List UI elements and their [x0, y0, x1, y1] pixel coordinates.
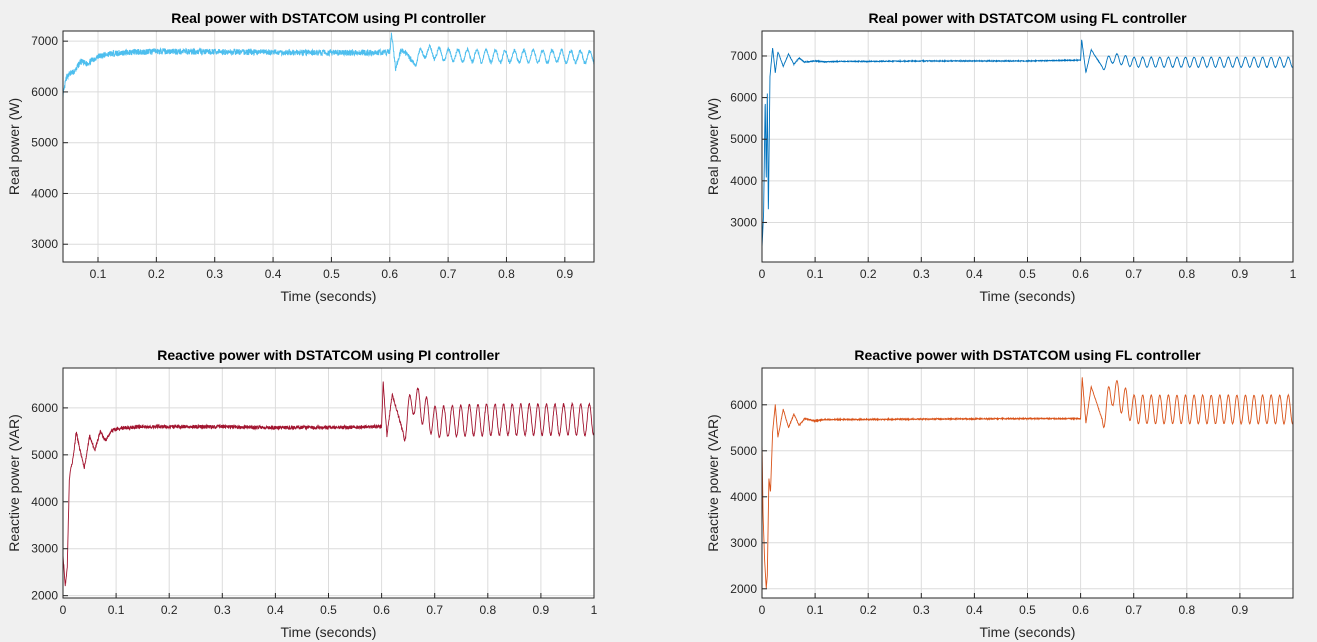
real-power-fl-ylabel: Real power (W) [705, 98, 721, 195]
reactive-power-pi-ytick-label-3: 5000 [31, 448, 58, 462]
real-power-fl-ytick-label-4: 7000 [730, 49, 757, 63]
reactive-power-pi-xtick-label-2: 0.2 [161, 603, 178, 617]
reactive-power-pi-series-line [62, 381, 595, 587]
real-power-fl-xtick-label-2: 0.2 [860, 267, 877, 281]
real-power-fl-xtick-label-7: 0.7 [1125, 267, 1142, 281]
reactive-power-pi-ytick-label-1: 3000 [31, 542, 58, 556]
reactive-power-fl-ytick-label-1: 3000 [730, 536, 757, 550]
real-power-fl-ytick-label-3: 6000 [730, 91, 757, 105]
real-power-fl-xtick-label-5: 0.5 [1019, 267, 1036, 281]
reactive-power-fl-xtick-label-0: 0 [759, 603, 766, 617]
reactive-power-pi-ylabel: Reactive power (VAR) [6, 414, 22, 551]
real-power-fl-xtick-label-1: 0.1 [807, 267, 824, 281]
real-power-fl-xtick-label-8: 0.8 [1178, 267, 1195, 281]
real-power-pi-title: Real power with DSTATCOM using PI contro… [171, 10, 486, 26]
real-power-fl-series-line [761, 39, 1294, 248]
reactive-power-pi-xlabel: Time (seconds) [281, 624, 377, 640]
reactive-power-fl-xtick-label-1: 0.1 [807, 603, 824, 617]
real-power-fl-xtick-label-10: 1 [1290, 267, 1297, 281]
reactive-power-pi-xtick-label-6: 0.6 [373, 603, 390, 617]
real-power-pi-xtick-label-3: 0.4 [265, 267, 282, 281]
reactive-power-pi-xtick-label-3: 0.3 [214, 603, 231, 617]
reactive-power-pi-xtick-label-5: 0.5 [320, 603, 337, 617]
reactive-power-pi-xtick-label-10: 1 [591, 603, 598, 617]
real-power-fl-ytick-label-2: 5000 [730, 132, 757, 146]
real-power-pi-ytick-label-2: 5000 [31, 136, 58, 150]
reactive-power-fl-xlabel: Time (seconds) [980, 624, 1076, 640]
real-power-pi-xtick-label-4: 0.5 [323, 267, 340, 281]
real-power-pi-ylabel: Real power (W) [6, 98, 22, 195]
real-power-fl-ytick-label-1: 4000 [730, 174, 757, 188]
real-power-pi-ytick-label-3: 6000 [31, 85, 58, 99]
reactive-power-pi-ytick-label-0: 2000 [31, 589, 58, 603]
real-power-pi-ytick-label-4: 7000 [31, 34, 58, 48]
reactive-power-pi-title: Reactive power with DSTATCOM using PI co… [157, 347, 500, 363]
reactive-power-fl-xtick-label-3: 0.3 [913, 603, 930, 617]
reactive-power-pi-plot: 0 0.1 0.2 0.3 0.4 0.5 0.6 0.7 0.8 0.9 1 2000 3000 400… [6, 347, 598, 640]
reactive-power-fl-series-line [761, 377, 1294, 589]
real-power-pi-xtick-label-0: 0.1 [90, 267, 107, 281]
reactive-power-pi-ytick-label-4: 6000 [31, 401, 58, 415]
reactive-power-pi-xtick-label-7: 0.7 [426, 603, 443, 617]
real-power-pi-xtick-label-2: 0.3 [206, 267, 223, 281]
reactive-power-fl-ytick-label-3: 5000 [730, 444, 757, 458]
reactive-power-fl-ytick-label-2: 4000 [730, 490, 757, 504]
real-power-fl-xtick-label-6: 0.6 [1072, 267, 1089, 281]
reactive-power-pi-ytick-label-2: 4000 [31, 495, 58, 509]
real-power-pi-xtick-label-5: 0.6 [381, 267, 398, 281]
real-power-pi-plot: 0.1 0.2 0.3 0.4 0.5 0.6 0.7 0.8 0.9 3000 4000 5000 6… [6, 10, 595, 304]
real-power-fl-xtick-label-3: 0.3 [913, 267, 930, 281]
reactive-power-fl-xtick-label-2: 0.2 [860, 603, 877, 617]
reactive-power-fl-xtick-label-4: 0.4 [966, 603, 983, 617]
reactive-power-fl-xtick-label-9: 0.9 [1232, 603, 1249, 617]
real-power-pi-xtick-label-6: 0.7 [440, 267, 457, 281]
real-power-pi-xtick-label-7: 0.8 [498, 267, 515, 281]
real-power-pi-xtick-label-8: 0.9 [556, 267, 573, 281]
reactive-power-fl-plot: 0 0.1 0.2 0.3 0.4 0.5 0.6 0.7 0.8 0.9 2000 3000 4000… [705, 347, 1294, 640]
real-power-fl-xtick-label-9: 0.9 [1232, 267, 1249, 281]
real-power-pi-series-line [62, 32, 595, 101]
reactive-power-fl-xtick-label-6: 0.6 [1072, 603, 1089, 617]
real-power-pi-ytick-label-1: 4000 [31, 186, 58, 200]
reactive-power-pi-xtick-label-0: 0 [60, 603, 67, 617]
real-power-fl-xtick-label-0: 0 [759, 267, 766, 281]
reactive-power-fl-xtick-label-8: 0.8 [1178, 603, 1195, 617]
reactive-power-pi-xtick-label-1: 0.1 [108, 603, 125, 617]
reactive-power-pi-xtick-label-8: 0.8 [479, 603, 496, 617]
real-power-pi-ytick-label-0: 3000 [31, 237, 58, 251]
real-power-fl-xtick-label-4: 0.4 [966, 267, 983, 281]
real-power-fl-ytick-label-0: 3000 [730, 215, 757, 229]
real-power-fl-title: Real power with DSTATCOM using FL contro… [868, 10, 1187, 26]
reactive-power-fl-title: Reactive power with DSTATCOM using FL co… [854, 347, 1201, 363]
reactive-power-fl-ytick-label-0: 2000 [730, 582, 757, 596]
reactive-power-pi-xtick-label-9: 0.9 [533, 603, 550, 617]
real-power-pi-xtick-label-1: 0.2 [148, 267, 165, 281]
reactive-power-fl-ylabel: Reactive power (VAR) [705, 414, 721, 551]
reactive-power-pi-xtick-label-4: 0.4 [267, 603, 284, 617]
real-power-pi-axes-background [63, 31, 594, 262]
reactive-power-fl-ytick-label-4: 6000 [730, 398, 757, 412]
real-power-fl-xlabel: Time (seconds) [980, 288, 1076, 304]
reactive-power-fl-xtick-label-7: 0.7 [1125, 603, 1142, 617]
real-power-pi-axes-frame [62, 30, 595, 263]
reactive-power-fl-xtick-label-5: 0.5 [1019, 603, 1036, 617]
real-power-fl-plot: 0 0.1 0.2 0.3 0.4 0.5 0.6 0.7 0.8 0.9 1 3000 4000 500… [705, 10, 1297, 304]
real-power-pi-xlabel: Time (seconds) [281, 288, 377, 304]
